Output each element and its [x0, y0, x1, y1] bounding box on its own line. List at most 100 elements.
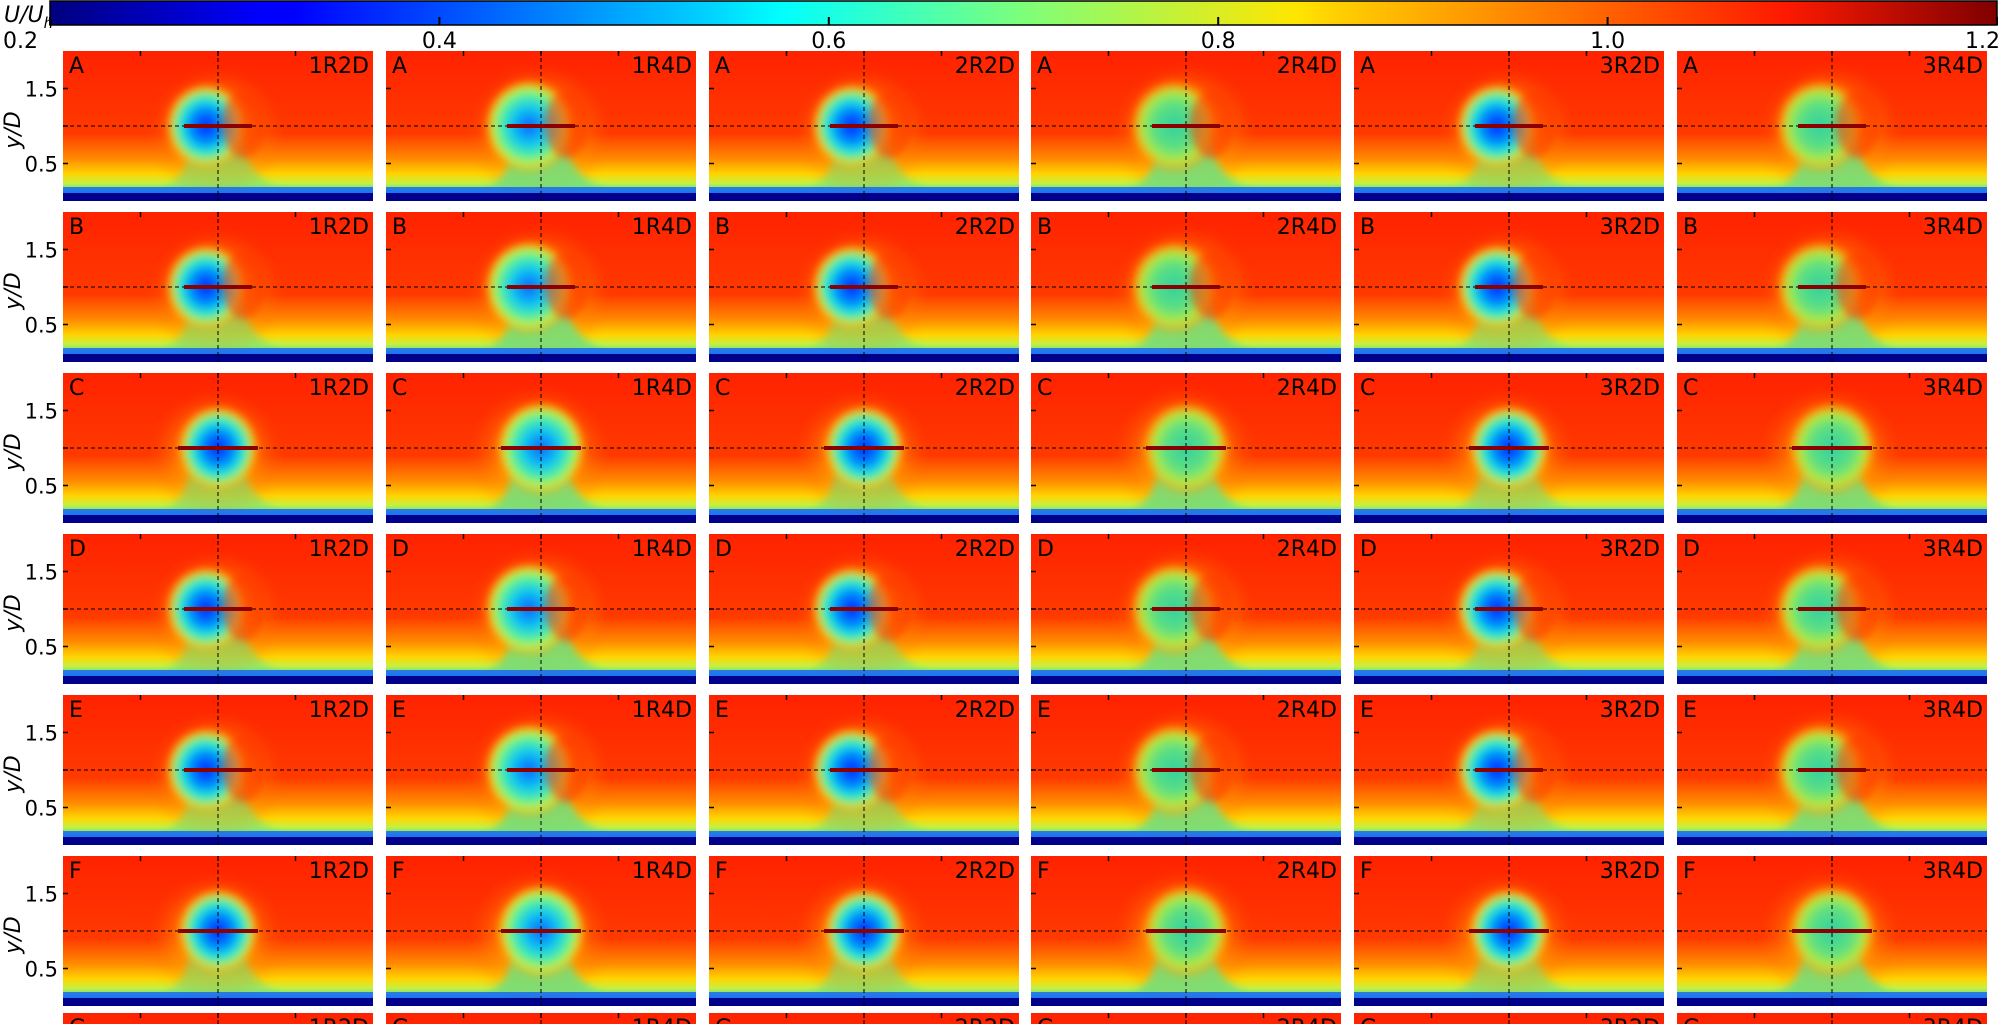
panel-case-label: 2R4D — [1277, 215, 1337, 240]
wall-band — [1354, 676, 1664, 684]
panel-A-3R2D: A 3R2D — [1354, 51, 1664, 201]
panel-row-label: B — [1360, 215, 1375, 240]
panel-row-label: A — [715, 54, 730, 79]
wall-band-upper — [1031, 992, 1341, 998]
panel-F-1R4D: F 1R4D — [386, 856, 696, 1006]
panel-A-1R4D: A 1R4D — [386, 51, 696, 201]
panel-case-label: 3R4D — [1923, 376, 1983, 401]
wall-band-upper — [1031, 187, 1341, 193]
y-axis-label: y/D — [1, 755, 26, 793]
panel-A-3R4D: A 3R4D — [1677, 51, 1987, 201]
wall-band-upper — [709, 187, 1019, 193]
wall-band — [1031, 515, 1341, 523]
wall-band — [386, 676, 696, 684]
panel-row-label: E — [715, 698, 729, 723]
panel-D-3R4D: D 3R4D — [1677, 534, 1987, 684]
panel-row-label: F — [715, 859, 728, 884]
panel-row-label: F — [69, 859, 82, 884]
panel-row-label: B — [715, 215, 730, 240]
colorbar-tick-label: 1.2 — [1965, 29, 2000, 54]
panel-row-label: B — [392, 215, 407, 240]
panel-B-2R2D: B 2R2D — [709, 212, 1019, 362]
panel-row-label: E — [1683, 698, 1697, 723]
wall-band-upper — [386, 509, 696, 515]
panel-case-label: 3R2D — [1600, 537, 1660, 562]
wall-band — [63, 998, 373, 1006]
panel-D-2R4D: D 2R4D — [1031, 534, 1341, 684]
panel-G-2R2D: G 2R2D — [709, 1013, 1019, 1028]
wall-band-upper — [1677, 831, 1987, 837]
wall-band — [386, 998, 696, 1006]
wall-band-upper — [63, 992, 373, 998]
wall-band-upper — [1354, 670, 1664, 676]
panel-row-label: B — [1037, 215, 1052, 240]
panel-case-label: 2R2D — [955, 54, 1015, 79]
panel-case-label: 2R4D — [1277, 1016, 1337, 1024]
panel-C-1R2D: C 1R2D — [63, 373, 373, 523]
panel-case-label: 3R2D — [1600, 1016, 1660, 1024]
panel-F-3R4D: F 3R4D — [1677, 856, 1987, 1006]
wall-band-upper — [1354, 509, 1664, 515]
y-tick-label: 1.5 — [25, 78, 58, 102]
wall-band — [709, 193, 1019, 201]
y-tick-label: 0.5 — [25, 797, 58, 821]
wall-band — [1354, 837, 1664, 845]
panel-row-label: F — [1360, 859, 1373, 884]
panel-row-label: B — [69, 215, 84, 240]
panel-row-label: C — [1037, 376, 1052, 401]
panel-row-label: G — [69, 1016, 86, 1024]
panel-case-label: 1R4D — [632, 1016, 692, 1024]
panel-row-label: A — [392, 54, 407, 79]
wall-band-upper — [63, 670, 373, 676]
panel-case-label: 2R2D — [955, 698, 1015, 723]
wall-band — [1354, 515, 1664, 523]
panel-F-1R2D: F 1R2D — [63, 856, 373, 1006]
wall-band-upper — [709, 670, 1019, 676]
panel-case-label: 2R2D — [955, 215, 1015, 240]
panel-row-label: E — [69, 698, 83, 723]
wall-band-upper — [1031, 831, 1341, 837]
panel-G-1R2D: G 1R2D — [63, 1013, 373, 1028]
wall-band — [709, 676, 1019, 684]
y-tick-label: 1.5 — [25, 239, 58, 263]
wall-band-upper — [1031, 670, 1341, 676]
wall-band-upper — [386, 992, 696, 998]
panel-G-3R4D: G 3R4D — [1677, 1013, 1987, 1028]
y-axis-label: y/D — [1, 433, 26, 471]
panel-F-2R4D: F 2R4D — [1031, 856, 1341, 1006]
colorbar — [49, 0, 1998, 26]
panel-G-2R4D: G 2R4D — [1031, 1013, 1341, 1028]
wall-band-upper — [1354, 831, 1664, 837]
panel-case-label: 1R2D — [309, 376, 369, 401]
panel-case-label: 1R2D — [309, 54, 369, 79]
wall-band-upper — [1677, 348, 1987, 354]
wall-band — [63, 837, 373, 845]
wall-band-upper — [386, 187, 696, 193]
wall-band-upper — [1354, 992, 1664, 998]
panel-row-label: D — [1683, 537, 1700, 562]
panel-D-1R2D: D 1R2D — [63, 534, 373, 684]
panel-G-1R4D: G 1R4D — [386, 1013, 696, 1028]
wall-band — [1677, 837, 1987, 845]
panel-row-label: A — [1037, 54, 1052, 79]
panel-C-2R2D: C 2R2D — [709, 373, 1019, 523]
wall-band-upper — [386, 670, 696, 676]
panel-case-label: 3R2D — [1600, 859, 1660, 884]
panel-case-label: 3R2D — [1600, 376, 1660, 401]
wall-band-upper — [386, 348, 696, 354]
panel-case-label: 2R2D — [955, 537, 1015, 562]
panel-row-label: A — [69, 54, 84, 79]
wall-band — [709, 354, 1019, 362]
wall-band — [386, 837, 696, 845]
wall-band-upper — [1031, 509, 1341, 515]
panel-case-label: 2R2D — [955, 1016, 1015, 1024]
colorbar-tick-label: 0.2 — [3, 29, 38, 54]
wall-band — [1354, 998, 1664, 1006]
panel-B-1R2D: B 1R2D — [63, 212, 373, 362]
panel-row-label: D — [1360, 537, 1377, 562]
y-axis-label: y/D — [1, 916, 26, 954]
wall-band — [709, 515, 1019, 523]
panel-case-label: 2R2D — [955, 376, 1015, 401]
panel-row-label: F — [1037, 859, 1050, 884]
